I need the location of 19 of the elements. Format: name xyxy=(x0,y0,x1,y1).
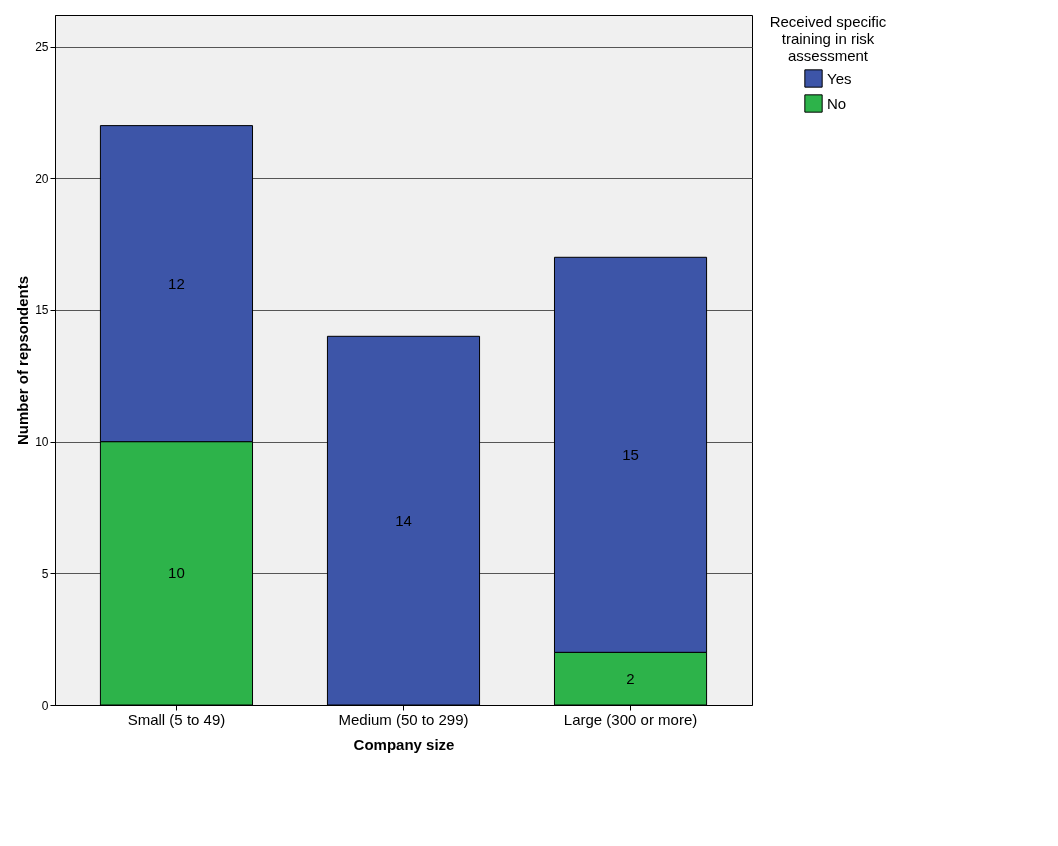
y-tick-label: 0 xyxy=(41,698,49,713)
y-tick-label: 5 xyxy=(41,566,49,581)
legend-label: Yes xyxy=(827,69,852,87)
y-tick-label: 20 xyxy=(35,171,49,186)
x-tick-label: Medium (50 to 299) xyxy=(338,710,469,728)
y-tick-label: 25 xyxy=(35,40,49,55)
y-tick-label: 15 xyxy=(35,303,49,318)
data-label: 12 xyxy=(168,274,185,292)
y-axis-title: Number of repsondents xyxy=(14,275,32,446)
x-tick-label: Small (5 to 49) xyxy=(127,710,226,728)
legend-label: No xyxy=(827,94,847,112)
data-label: 14 xyxy=(395,511,412,529)
legend-title: Received specific training in risk assessment xyxy=(769,13,887,64)
y-tick-label: 10 xyxy=(35,435,49,450)
x-axis-title: Company size xyxy=(353,735,455,753)
data-label: 15 xyxy=(622,445,639,463)
x-tick-label: Large (300 or more) xyxy=(563,710,698,728)
data-label: 2 xyxy=(626,669,635,687)
data-label: 10 xyxy=(168,564,185,582)
